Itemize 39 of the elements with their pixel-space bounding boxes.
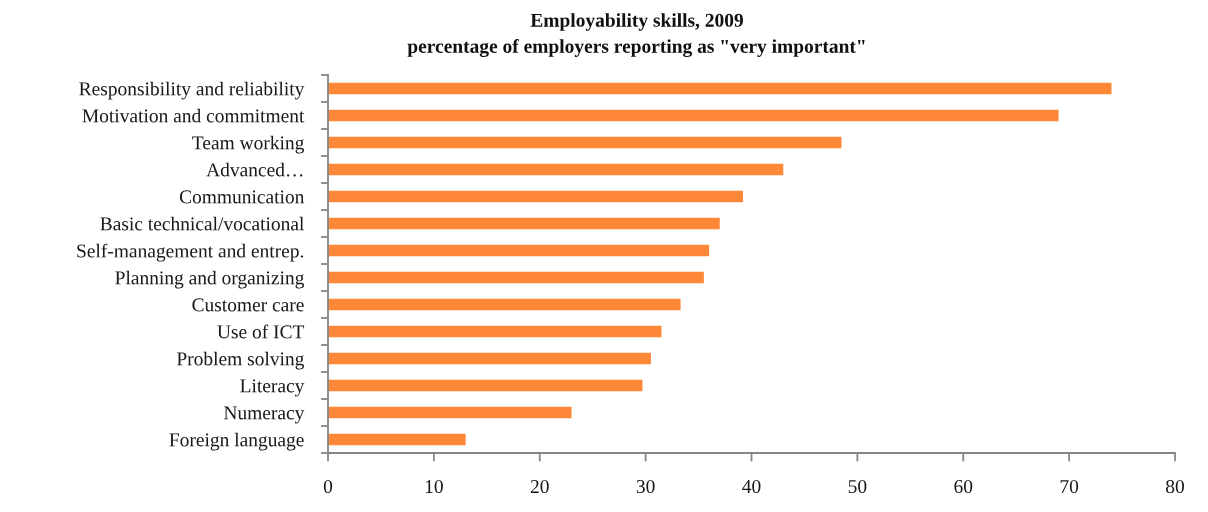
y-tick-label: Basic technical/vocational	[100, 216, 304, 231]
y-tick-label: Use of ICT	[217, 324, 305, 339]
bar	[328, 190, 744, 203]
x-tick-label: 0	[323, 479, 333, 494]
y-tick-label: Literacy	[240, 379, 305, 397]
bar	[328, 406, 572, 419]
x-tick-label: 50	[848, 479, 867, 494]
y-tick-label: Team working	[192, 135, 305, 154]
x-tick-label: 80	[1166, 479, 1184, 494]
x-tick-label: 20	[530, 479, 549, 494]
bar	[328, 352, 651, 365]
x-tick-label: 30	[636, 479, 655, 494]
bar	[328, 109, 1059, 122]
y-tick-label: Customer care	[192, 298, 304, 312]
bar	[328, 325, 662, 338]
bar	[328, 244, 710, 257]
y-tick-label: Numeracy	[223, 406, 305, 424]
bar	[328, 433, 466, 446]
x-tick-label: 10	[425, 479, 443, 494]
x-tick-label: 40	[742, 479, 761, 494]
bar	[328, 163, 784, 176]
chart-title: Employability skills, 2009	[530, 13, 743, 31]
bar	[328, 82, 1112, 95]
y-tick-label: Communication	[179, 190, 305, 204]
x-tick-label: 70	[1060, 479, 1079, 494]
chart-subtitle: percentage of employers reporting as "very important"	[407, 39, 865, 57]
y-tick-label: Advanced…	[206, 162, 303, 177]
bar	[328, 379, 643, 392]
x-tick-label: 60	[954, 479, 973, 494]
y-tick-label: Self-management and entrep.	[77, 243, 304, 262]
y-tick-label: Motivation and commitment	[82, 108, 305, 123]
bar	[328, 271, 704, 284]
y-tick-label: Responsibility and reliability	[79, 81, 305, 100]
y-tick-label: Foreign language	[169, 432, 304, 451]
bar	[328, 136, 842, 149]
y-tick-label: Planning and organizing	[115, 270, 305, 289]
bar	[328, 298, 681, 311]
y-tick-label: Problem solving	[176, 351, 305, 370]
bar	[328, 217, 720, 230]
